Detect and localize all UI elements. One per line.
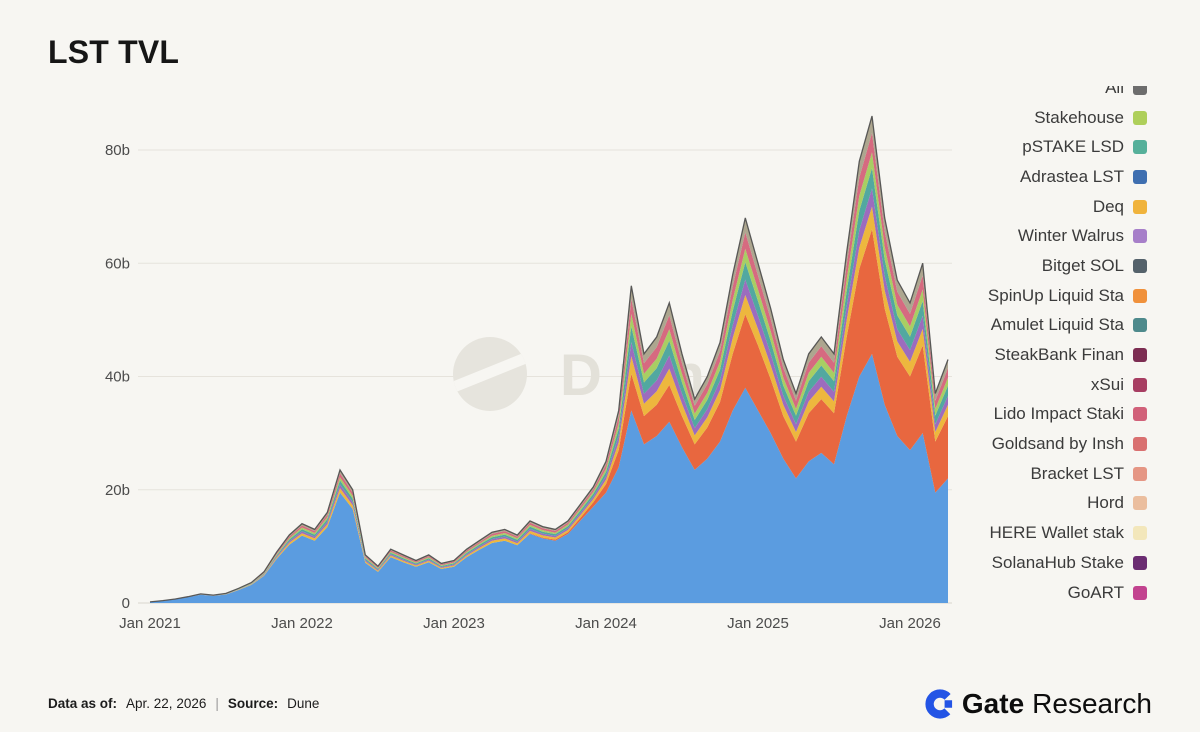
legend-item-goldsand-by-insh[interactable]: Goldsand by Insh (897, 429, 1147, 459)
legend-item-adrastea-lst[interactable]: Adrastea LST (897, 162, 1147, 192)
legend-item-hord[interactable]: Hord (897, 489, 1147, 519)
svg-text:80b: 80b (105, 142, 130, 159)
y-axis-labels: 0 20b 40b 60b 80b (105, 142, 130, 612)
data-as-of-value: Apr. 22, 2026 (126, 696, 207, 711)
legend-item-steakbank-finan[interactable]: SteakBank Finan (897, 340, 1147, 370)
source-label: Source: (227, 696, 279, 711)
svg-text:Jan 2025: Jan 2025 (727, 615, 789, 632)
svg-text:20b: 20b (105, 482, 130, 499)
legend-swatch (1133, 496, 1147, 511)
legend-label: All (1105, 86, 1124, 97)
legend-label: Hord (1087, 493, 1124, 513)
legend-label: Deq (1092, 196, 1124, 216)
legend-item-here-wallet-stak[interactable]: HERE Wallet stak (897, 518, 1147, 548)
brand-research: Research (1032, 688, 1152, 719)
legend-item-spinup-liquid-sta[interactable]: SpinUp Liquid Sta (897, 281, 1147, 311)
area-band-yellow (150, 206, 948, 602)
footer-meta: Data as of: Apr. 22, 2026 | Source: Dune (48, 696, 319, 711)
legend-swatch (1133, 229, 1147, 244)
legend-item-winter-walrus[interactable]: Winter Walrus (897, 221, 1147, 251)
area-band-green (150, 152, 948, 603)
legend-item-bracket-lst[interactable]: Bracket LST (897, 459, 1147, 489)
legend-label: SolanaHub Stake (991, 552, 1124, 572)
svg-text:0: 0 (122, 595, 130, 612)
svg-text:Jan 2022: Jan 2022 (271, 615, 333, 632)
legend-label: SteakBank Finan (994, 345, 1124, 365)
legend-item-goart[interactable]: GoART (897, 578, 1147, 605)
legend-swatch (1133, 555, 1147, 570)
legend-label: Lido Impact Staki (993, 404, 1124, 424)
legend-swatch (1133, 437, 1147, 452)
page-title: LST TVL (48, 34, 180, 70)
legend-label: Goldsand by Insh (991, 434, 1124, 454)
legend-swatch (1133, 318, 1147, 333)
legend-label: pSTAKE LSD (1022, 137, 1124, 157)
legend-swatch (1133, 585, 1147, 600)
area-band-purple (150, 188, 948, 602)
data-as-of-label: Data as of: (48, 696, 118, 711)
source-value: Dune (287, 696, 320, 711)
x-axis-labels: Jan 2021 Jan 2022 Jan 2023 Jan 2024 Jan 2025… (119, 615, 941, 632)
legend-item-lido-impact-staki[interactable]: Lido Impact Staki (897, 400, 1147, 430)
svg-text:Jan 2023: Jan 2023 (423, 615, 485, 632)
stacked-areas (150, 116, 948, 603)
legend-swatch (1133, 258, 1147, 273)
legend-swatch (1133, 377, 1147, 392)
legend-label: Bracket LST (1030, 463, 1124, 483)
area-secondary-orange (150, 229, 948, 603)
legend-swatch (1133, 140, 1147, 155)
svg-text:Jan 2026: Jan 2026 (879, 615, 941, 632)
area-band-pink (150, 133, 948, 602)
legend-swatch (1133, 348, 1147, 363)
legend-item-stakehouse[interactable]: Stakehouse (897, 103, 1147, 133)
legend-swatch (1133, 288, 1147, 303)
area-primary-blue (150, 353, 948, 603)
brand-gate: Gate (961, 688, 1025, 719)
gate-logo-icon (925, 689, 955, 719)
gate-research-brand: Gate Research (925, 688, 1152, 720)
svg-text:60b: 60b (105, 255, 130, 272)
svg-text:40b: 40b (105, 369, 130, 386)
legend-label: xSui (1090, 374, 1124, 394)
legend-item-xsui[interactable]: xSui (897, 370, 1147, 400)
legend-swatch (1133, 169, 1147, 184)
legend-label: Adrastea LST (1020, 166, 1124, 186)
legend-swatch (1133, 407, 1147, 422)
legend-label: Winter Walrus (1017, 226, 1124, 246)
legend-label: GoART (1067, 582, 1124, 602)
svg-text:Jan 2021: Jan 2021 (119, 615, 181, 632)
legend-item-all[interactable]: All (897, 86, 1147, 103)
legend-swatch (1133, 86, 1147, 95)
legend-item-bitget-sol[interactable]: Bitget SOL (897, 251, 1147, 281)
legend-swatch (1133, 466, 1147, 481)
legend-label: Amulet Liquid Sta (990, 315, 1124, 335)
legend-label: SpinUp Liquid Sta (987, 285, 1124, 305)
total-line-all (149, 115, 949, 603)
svg-text:Jan 2024: Jan 2024 (575, 615, 637, 632)
legend-item-solanahub-stake[interactable]: SolanaHub Stake (897, 548, 1147, 578)
footer-separator: | (215, 696, 219, 711)
legend-swatch (1133, 110, 1147, 125)
legend-item-deq[interactable]: Deq (897, 192, 1147, 222)
legend-item-pstake-lsd[interactable]: pSTAKE LSD (897, 132, 1147, 162)
legend-label: HERE Wallet stak (989, 523, 1124, 543)
area-band-teal (150, 168, 948, 602)
legend-item-amulet-liquid-sta[interactable]: Amulet Liquid Sta (897, 311, 1147, 341)
legend-swatch (1133, 199, 1147, 214)
legend: All Stakehouse pSTAKE LSD Adrastea LST Deq Wi… (897, 86, 1147, 605)
legend-label: Stakehouse (1034, 107, 1124, 127)
legend-label: Bitget SOL (1041, 255, 1124, 275)
area-band-others (150, 116, 948, 602)
legend-swatch (1133, 526, 1147, 541)
